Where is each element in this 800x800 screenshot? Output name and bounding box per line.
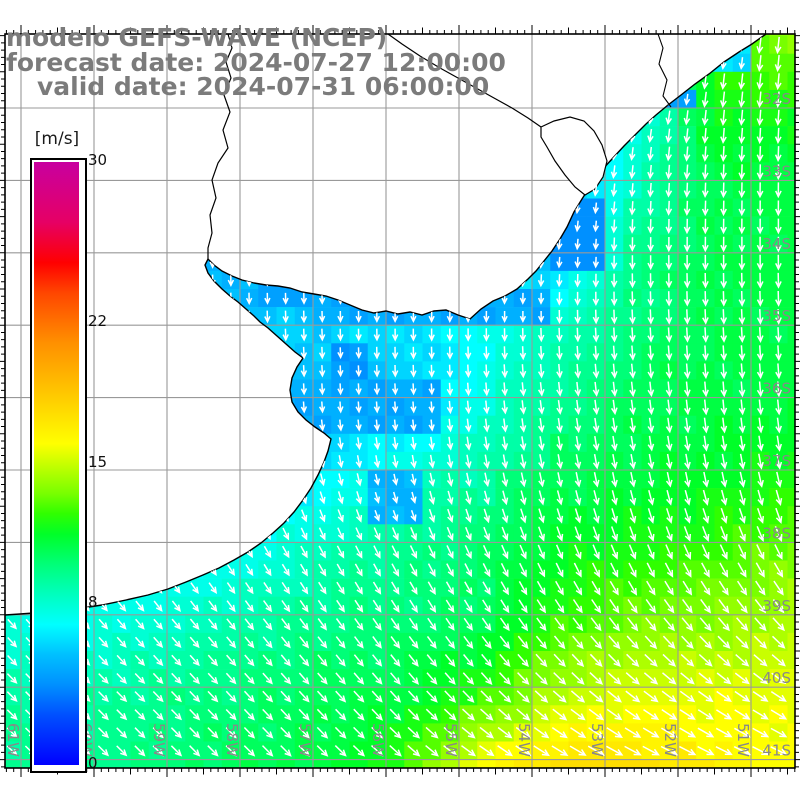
lon-label-57w: 57W [296, 723, 314, 757]
lat-label-33s: 33S [762, 162, 791, 180]
lagoa-mirim-lake [540, 116, 608, 196]
lat-label-41s: 41S [762, 742, 791, 760]
colorbar-unit-label: [m/s] [34, 129, 80, 149]
colorbar-tick-22: 22 [88, 311, 108, 330]
lon-label-52w: 52W [661, 723, 679, 757]
lat-label-40s: 40S [762, 669, 791, 687]
lon-label-54w: 54W [515, 723, 533, 757]
colorbar-gradient [34, 162, 79, 765]
lon-label-55w: 55W [442, 723, 460, 757]
lon-label-51w: 51W [734, 723, 752, 757]
border-river [387, 33, 542, 128]
lat-label-37s: 37S [762, 452, 791, 470]
lon-label-53w: 53W [588, 723, 606, 757]
lat-label-36s: 36S [762, 380, 791, 398]
lat-label-39s: 39S [762, 597, 791, 615]
colorbar-tick-30: 30 [88, 151, 108, 169]
lon-label-58w: 58W [223, 723, 241, 757]
colorbar-tick-8: 8 [88, 593, 98, 612]
coastal-channel [657, 33, 672, 108]
lon-label-61w: 61W [4, 723, 22, 757]
colorbar-tick-0: 0 [88, 754, 98, 772]
lon-label-56w: 56W [369, 723, 387, 757]
graticule-grid [5, 34, 795, 768]
colorbar-tick-15: 15 [88, 452, 108, 471]
lat-label-38s: 38S [762, 524, 791, 542]
plot-frame [4, 33, 796, 769]
uruguay-river [207, 33, 233, 259]
lat-label-34s: 34S [762, 235, 791, 253]
lat-label-32s: 32S [762, 90, 791, 108]
lon-label-59w: 59W [150, 723, 168, 757]
colorbar-frame [30, 158, 87, 773]
coastline [4, 33, 767, 616]
axis-ticks [0, 25, 800, 777]
lat-label-35s: 35S [762, 307, 791, 325]
